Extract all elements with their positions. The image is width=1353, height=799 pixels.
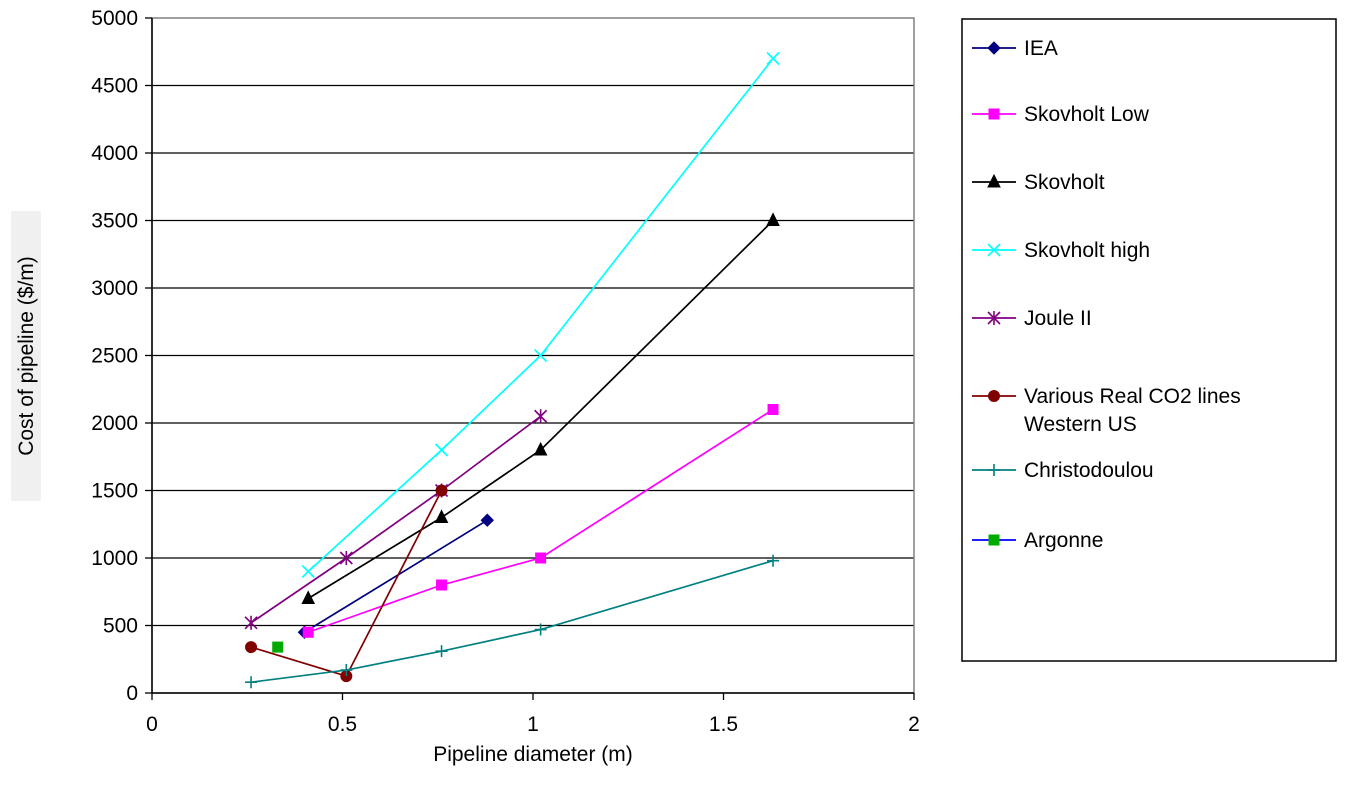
x-tick-label: 0.5: [328, 713, 357, 736]
legend-item: Skovholt high: [972, 239, 1150, 262]
data-point: [244, 615, 258, 630]
legend-box: [961, 18, 1337, 662]
data-point: [301, 564, 315, 579]
legend-marker: [988, 464, 1000, 476]
data-point: [534, 623, 547, 636]
legend-item: Joule II: [972, 307, 1092, 330]
data-point: [480, 513, 494, 527]
legend-label: Skovholt Low: [1024, 103, 1150, 126]
y-tick-label: 4000: [91, 142, 138, 165]
data-point: [436, 579, 448, 591]
legend-items: IEA Skovholt Low Skovholt Skovholt high Joul…: [972, 37, 1241, 552]
legend-item: Christodoulou: [972, 459, 1154, 482]
data-point: [434, 509, 449, 523]
data-point: [434, 443, 449, 457]
legend-label: Christodoulou: [1024, 459, 1154, 482]
y-tick-label: 500: [103, 615, 138, 638]
legend-marker: [987, 173, 1001, 188]
legend-item: Argonne: [972, 529, 1103, 552]
series-2: [301, 212, 780, 604]
legend-label: Skovholt: [1024, 171, 1105, 194]
data-point: [767, 554, 780, 567]
series-6: [245, 554, 780, 689]
data-point: [766, 212, 780, 226]
data-point: [435, 484, 448, 497]
series-line: [303, 519, 488, 633]
x-axis-title: Pipeline diameter (m): [433, 743, 633, 766]
x-tick-label: 2: [908, 713, 920, 736]
data-point: [534, 348, 548, 363]
legend-label: IEA: [1024, 37, 1058, 60]
legend-label-line: Western US: [1024, 413, 1137, 436]
legend-marker: [987, 243, 1001, 257]
legend-label: Joule II: [1024, 307, 1092, 330]
data-point: [435, 645, 448, 658]
legend-label: Skovholt high: [1024, 239, 1150, 262]
y-tick-label: 1500: [91, 480, 138, 503]
series-5: [245, 484, 448, 683]
legend-item: Various Real CO2 lines Western US: [972, 385, 1241, 436]
data-point: [767, 404, 779, 415]
data-point: [339, 551, 353, 565]
legend-marker: [988, 534, 1000, 546]
series-line: [307, 408, 774, 634]
series-3: [301, 51, 780, 579]
y-tick-label: 0: [126, 682, 138, 705]
legend-item: IEA: [972, 37, 1058, 60]
legend: IEA Skovholt Low Skovholt Skovholt high Joul…: [961, 18, 1337, 662]
y-tick-label: 5000: [91, 7, 138, 30]
y-axis-title-group: Cost of pipeline ($/m): [11, 211, 41, 501]
legend-marker: [987, 311, 1001, 325]
y-axis-title-background: [11, 211, 41, 501]
y-tick-label: 1000: [91, 547, 138, 570]
y-axis-ticks: 0 500 1000 1500 2000 2500 3000 3500 4000 4500 5000: [91, 7, 153, 705]
series-1: [302, 404, 779, 638]
data-point: [534, 409, 548, 424]
data-point: [535, 552, 547, 564]
y-tick-label: 2000: [91, 412, 138, 435]
legend-label: Argonne: [1024, 529, 1103, 552]
data-point: [301, 590, 316, 604]
series-7: [272, 641, 284, 653]
data-point: [245, 641, 258, 654]
data-point: [766, 51, 780, 66]
axes: 0 0.5 1 1.5 2 0 500 1000 1500 2000 2500 3000 3500 40…: [11, 7, 920, 766]
x-axis-ticks: 0 0.5 1 1.5 2: [146, 692, 920, 736]
data-point: [302, 626, 314, 638]
y-tick-label: 3500: [91, 210, 138, 233]
y-axis-title: Cost of pipeline ($/m): [15, 256, 38, 456]
y-tick-label: 3000: [91, 277, 138, 300]
series-line: [307, 219, 774, 600]
y-tick-label: 2500: [91, 345, 138, 368]
legend-marker: [988, 108, 1000, 120]
legend-label-line: Various Real CO2 lines: [1024, 385, 1241, 408]
x-tick-label: 1.5: [709, 713, 738, 736]
legend-label: Various Real CO2 lines Western US: [1024, 385, 1241, 436]
legend-marker: [987, 41, 1001, 55]
data-point: [340, 664, 353, 677]
series-layer: [244, 51, 780, 689]
data-point: [245, 676, 258, 689]
legend-item: Skovholt: [972, 171, 1105, 194]
gridlines: [152, 84, 914, 627]
series-line: [250, 415, 542, 624]
x-tick-label: 0: [146, 713, 158, 736]
plot-area: [151, 17, 915, 694]
y-tick-label: 4500: [91, 75, 138, 98]
data-point: [272, 641, 284, 653]
data-point: [533, 441, 548, 456]
legend-item: Skovholt Low: [972, 103, 1150, 126]
series-4: [244, 409, 548, 630]
series-line: [307, 57, 774, 573]
legend-marker: [988, 390, 1000, 402]
x-tick-label: 1: [527, 713, 539, 736]
